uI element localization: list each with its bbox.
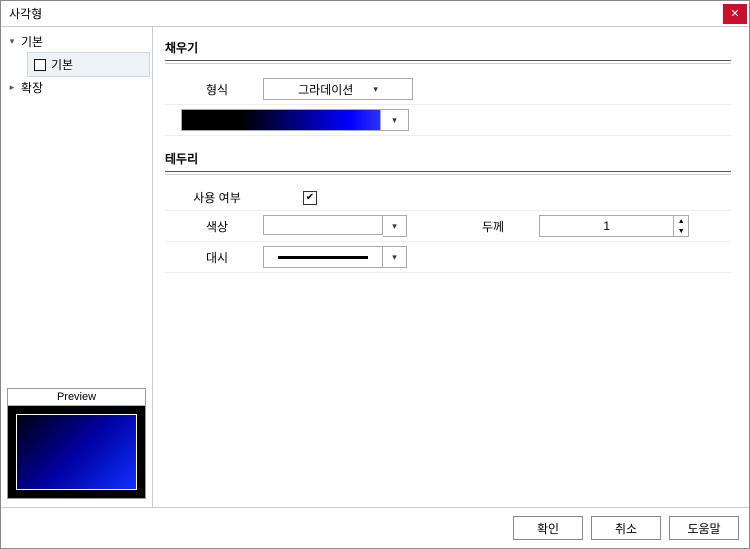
help-label: 도움말 bbox=[687, 520, 720, 537]
thickness-spinner[interactable]: ▲ ▼ bbox=[539, 215, 689, 237]
rectangle-properties-dialog: 사각형 ✕ ▾ 기본 기본 ▸ 확장 Preview bbox=[0, 0, 750, 549]
tree-label: 확장 bbox=[21, 79, 43, 96]
titlebar: 사각형 ✕ bbox=[1, 1, 749, 27]
dash-line-preview bbox=[278, 256, 368, 259]
chevron-down-icon: ▾ bbox=[392, 221, 397, 232]
chevron-right-icon: ▸ bbox=[7, 82, 17, 93]
label-thickness: 두께 bbox=[457, 218, 529, 235]
spinner-buttons: ▲ ▼ bbox=[673, 216, 688, 236]
tree-item-extended[interactable]: ▸ 확장 bbox=[3, 77, 150, 98]
nav-tree: ▾ 기본 기본 ▸ 확장 bbox=[3, 31, 150, 384]
label-format: 형식 bbox=[181, 81, 253, 98]
label-enable: 사용 여부 bbox=[181, 189, 253, 206]
color-swatch bbox=[263, 215, 383, 235]
spinner-up[interactable]: ▲ bbox=[674, 216, 688, 226]
divider bbox=[165, 174, 731, 175]
chevron-down-icon: ▾ bbox=[392, 115, 397, 126]
dialog-title: 사각형 bbox=[9, 5, 42, 22]
ok-button[interactable]: 확인 bbox=[513, 516, 583, 540]
row-border-enable: 사용 여부 ✔ bbox=[165, 185, 731, 211]
section-title-border: 테두리 bbox=[165, 150, 731, 167]
gradient-dropdown-button[interactable]: ▾ bbox=[380, 110, 408, 130]
preview-rectangle bbox=[16, 414, 137, 490]
sidebar: ▾ 기본 기본 ▸ 확장 Preview bbox=[1, 27, 153, 507]
dialog-body: ▾ 기본 기본 ▸ 확장 Preview bbox=[1, 27, 749, 507]
divider bbox=[165, 60, 731, 61]
help-button[interactable]: 도움말 bbox=[669, 516, 739, 540]
preview-title: Preview bbox=[8, 389, 145, 406]
color-select[interactable]: ▾ bbox=[263, 215, 407, 237]
chevron-down-icon: ▾ bbox=[373, 84, 378, 95]
gradient-preview bbox=[182, 110, 380, 130]
cancel-label: 취소 bbox=[615, 520, 637, 537]
border-section: 테두리 사용 여부 ✔ 색상 ▾ 두께 bbox=[165, 150, 731, 273]
enable-checkbox[interactable]: ✔ bbox=[303, 191, 317, 205]
spinner-down[interactable]: ▼ bbox=[674, 226, 688, 236]
tree-label: 기본 bbox=[21, 33, 43, 50]
row-border-color: 색상 ▾ 두께 ▲ ▼ bbox=[165, 211, 731, 242]
section-title-fill: 채우기 bbox=[165, 39, 731, 56]
chevron-down-icon: ▾ bbox=[392, 252, 397, 263]
dash-swatch bbox=[263, 246, 383, 268]
rectangle-icon bbox=[34, 59, 46, 71]
tree-item-basic[interactable]: ▾ 기본 bbox=[3, 31, 150, 52]
cancel-button[interactable]: 취소 bbox=[591, 516, 661, 540]
dash-select[interactable]: ▾ bbox=[263, 246, 407, 268]
format-value: 그라데이션 bbox=[298, 81, 353, 98]
color-dropdown-button[interactable]: ▾ bbox=[383, 215, 407, 237]
ok-label: 확인 bbox=[537, 520, 559, 537]
preview-body bbox=[8, 406, 145, 498]
row-fill-gradient: ▾ bbox=[165, 105, 731, 136]
chevron-down-icon: ▾ bbox=[7, 36, 17, 47]
row-border-dash: 대시 ▾ bbox=[165, 242, 731, 273]
format-select[interactable]: 그라데이션 ▾ bbox=[263, 78, 413, 100]
preview-panel: Preview bbox=[7, 388, 146, 499]
tree-label: 기본 bbox=[51, 56, 73, 73]
thickness-input[interactable] bbox=[540, 219, 673, 233]
tree-item-basic-child[interactable]: 기본 bbox=[27, 52, 150, 77]
fill-section: 채우기 형식 그라데이션 ▾ ▾ bbox=[165, 39, 731, 136]
divider bbox=[165, 171, 731, 172]
row-fill-format: 형식 그라데이션 ▾ bbox=[165, 74, 731, 105]
divider bbox=[165, 63, 731, 64]
label-color: 색상 bbox=[181, 218, 253, 235]
gradient-select[interactable]: ▾ bbox=[181, 109, 409, 131]
label-dash: 대시 bbox=[181, 249, 253, 266]
dash-dropdown-button[interactable]: ▾ bbox=[383, 246, 407, 268]
main-panel: 채우기 형식 그라데이션 ▾ ▾ bbox=[153, 27, 749, 507]
close-button[interactable]: ✕ bbox=[723, 4, 747, 24]
dialog-footer: 확인 취소 도움말 bbox=[1, 507, 749, 548]
close-icon: ✕ bbox=[730, 7, 739, 20]
